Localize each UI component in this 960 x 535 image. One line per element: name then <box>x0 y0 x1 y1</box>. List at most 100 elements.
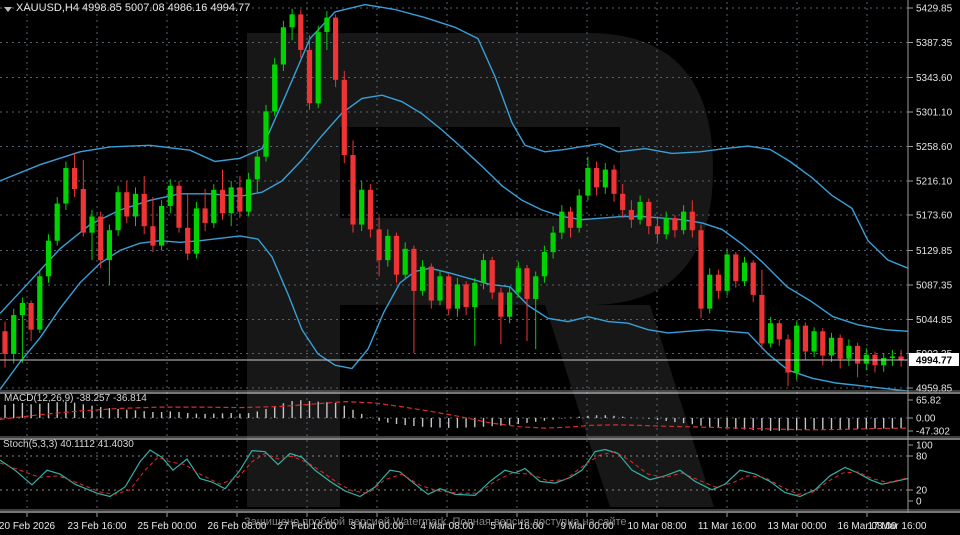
stoch-signal-line <box>0 451 909 495</box>
candle-up <box>54 203 60 241</box>
candle-down <box>837 337 843 359</box>
grid <box>0 2 908 509</box>
price-axis-label: 4959.85 <box>916 384 953 395</box>
candle-down <box>219 189 226 214</box>
price-axis-label: 5258.60 <box>916 142 953 153</box>
stoch-scale-label: 20 <box>916 485 928 496</box>
candle-up <box>881 357 887 366</box>
candle-up <box>315 32 321 104</box>
candle-down <box>185 227 191 254</box>
candle-down <box>150 226 156 246</box>
candle-down <box>489 260 495 293</box>
candle-down <box>298 14 304 50</box>
candle-down <box>72 167 78 189</box>
candle-down <box>733 254 739 282</box>
price-axis-label: 5129.85 <box>916 246 953 257</box>
stoch-scale-label: 100 <box>916 441 933 452</box>
price-axis-label: 5087.35 <box>916 280 953 291</box>
time-axis-label: 27 Feb 16:00 <box>278 521 337 532</box>
candle-up <box>63 167 69 204</box>
bollinger-middle-line <box>0 94 909 332</box>
time-axis-label: 16 Mar 08:00 <box>838 521 897 532</box>
candle-down <box>428 266 434 301</box>
stoch-scale-label: 0 <box>916 497 922 508</box>
price-axis-label: 5044.85 <box>916 315 953 326</box>
candle-up <box>515 268 521 293</box>
candle-up <box>480 260 487 283</box>
watermark-logo <box>247 33 714 507</box>
candle-up <box>533 276 539 299</box>
price-axis: 5429.85 5387.35 5343.60 5301.10 5258.60 5216.… <box>907 0 953 513</box>
time-axis-label: 10 Mar 08:00 <box>628 521 687 532</box>
candles-layer <box>2 8 904 387</box>
candle-up <box>263 111 269 157</box>
candle-up <box>724 254 730 291</box>
candle-down <box>689 211 695 231</box>
time-axis-label: 13 Mar 00:00 <box>768 521 827 532</box>
macd-signal-line <box>0 400 909 431</box>
macd-panel <box>0 400 909 431</box>
candle-down <box>306 49 313 104</box>
candle-down <box>698 230 704 309</box>
watermark-trial-text: Защищено пробной версией Watermark. Полн… <box>244 516 627 528</box>
candle-down <box>333 17 339 80</box>
candle-down <box>98 216 104 261</box>
candle-down <box>80 188 86 233</box>
candle-up <box>89 216 95 233</box>
candle-up <box>37 276 43 330</box>
macd-scale-label: -47.302 <box>916 426 950 437</box>
candle-up <box>280 27 286 65</box>
candle-up <box>602 169 608 188</box>
current-price-value: 4994.77 <box>916 356 953 367</box>
candle-up <box>741 262 748 282</box>
candle-up <box>246 179 252 212</box>
macd-scale-label: 65.82 <box>916 396 941 407</box>
candle-up <box>768 323 774 344</box>
candle-up <box>863 354 869 364</box>
candle-down <box>802 325 808 352</box>
candle-up <box>681 211 687 231</box>
candle-down <box>654 226 661 235</box>
candle-up <box>159 205 165 246</box>
symbol-dropdown-icon[interactable] <box>4 7 12 12</box>
candle-up <box>828 337 835 356</box>
time-axis-label: 26 Feb 08:00 <box>208 521 267 532</box>
candle-down <box>463 284 469 308</box>
candle-down <box>620 193 626 211</box>
candle-down <box>715 274 721 291</box>
time-axis-label: 20 Feb 2026 <box>0 521 56 532</box>
candle-up <box>663 218 669 235</box>
candle-down <box>524 268 530 299</box>
candle-down <box>672 218 678 231</box>
candle-up <box>559 211 565 233</box>
price-axis-label: 5343.60 <box>916 73 953 84</box>
candle-up <box>811 331 817 352</box>
candle-up <box>420 266 426 291</box>
time-axis-label: 11 Mar 16:00 <box>698 521 757 532</box>
candle-down <box>646 201 652 227</box>
stoch-panel <box>0 448 909 498</box>
candle-down <box>446 276 452 309</box>
current-price-badge: 4994.77 <box>909 353 959 367</box>
candle-down <box>376 229 382 261</box>
candle-down <box>393 235 400 275</box>
candle-up <box>324 17 330 33</box>
candle-down <box>594 167 600 188</box>
time-axis-label: 25 Feb 00:00 <box>138 521 197 532</box>
candle-down <box>202 208 208 223</box>
time-axis-label: 3 Mar 00:00 <box>350 521 404 532</box>
stoch-main-line <box>0 448 909 498</box>
candle-down <box>898 356 904 360</box>
candle-up <box>228 187 234 214</box>
panel-separators <box>0 390 960 513</box>
price-axis-label: 5429.85 <box>916 4 953 15</box>
candle-up <box>637 201 643 220</box>
candle-down <box>776 323 782 340</box>
time-axis-label: 17 Mar 16:00 <box>868 521 927 532</box>
candle-down <box>820 331 826 356</box>
stoch-scale-label: 80 <box>916 452 928 463</box>
candle-down <box>237 187 243 212</box>
candle-up <box>193 208 199 254</box>
